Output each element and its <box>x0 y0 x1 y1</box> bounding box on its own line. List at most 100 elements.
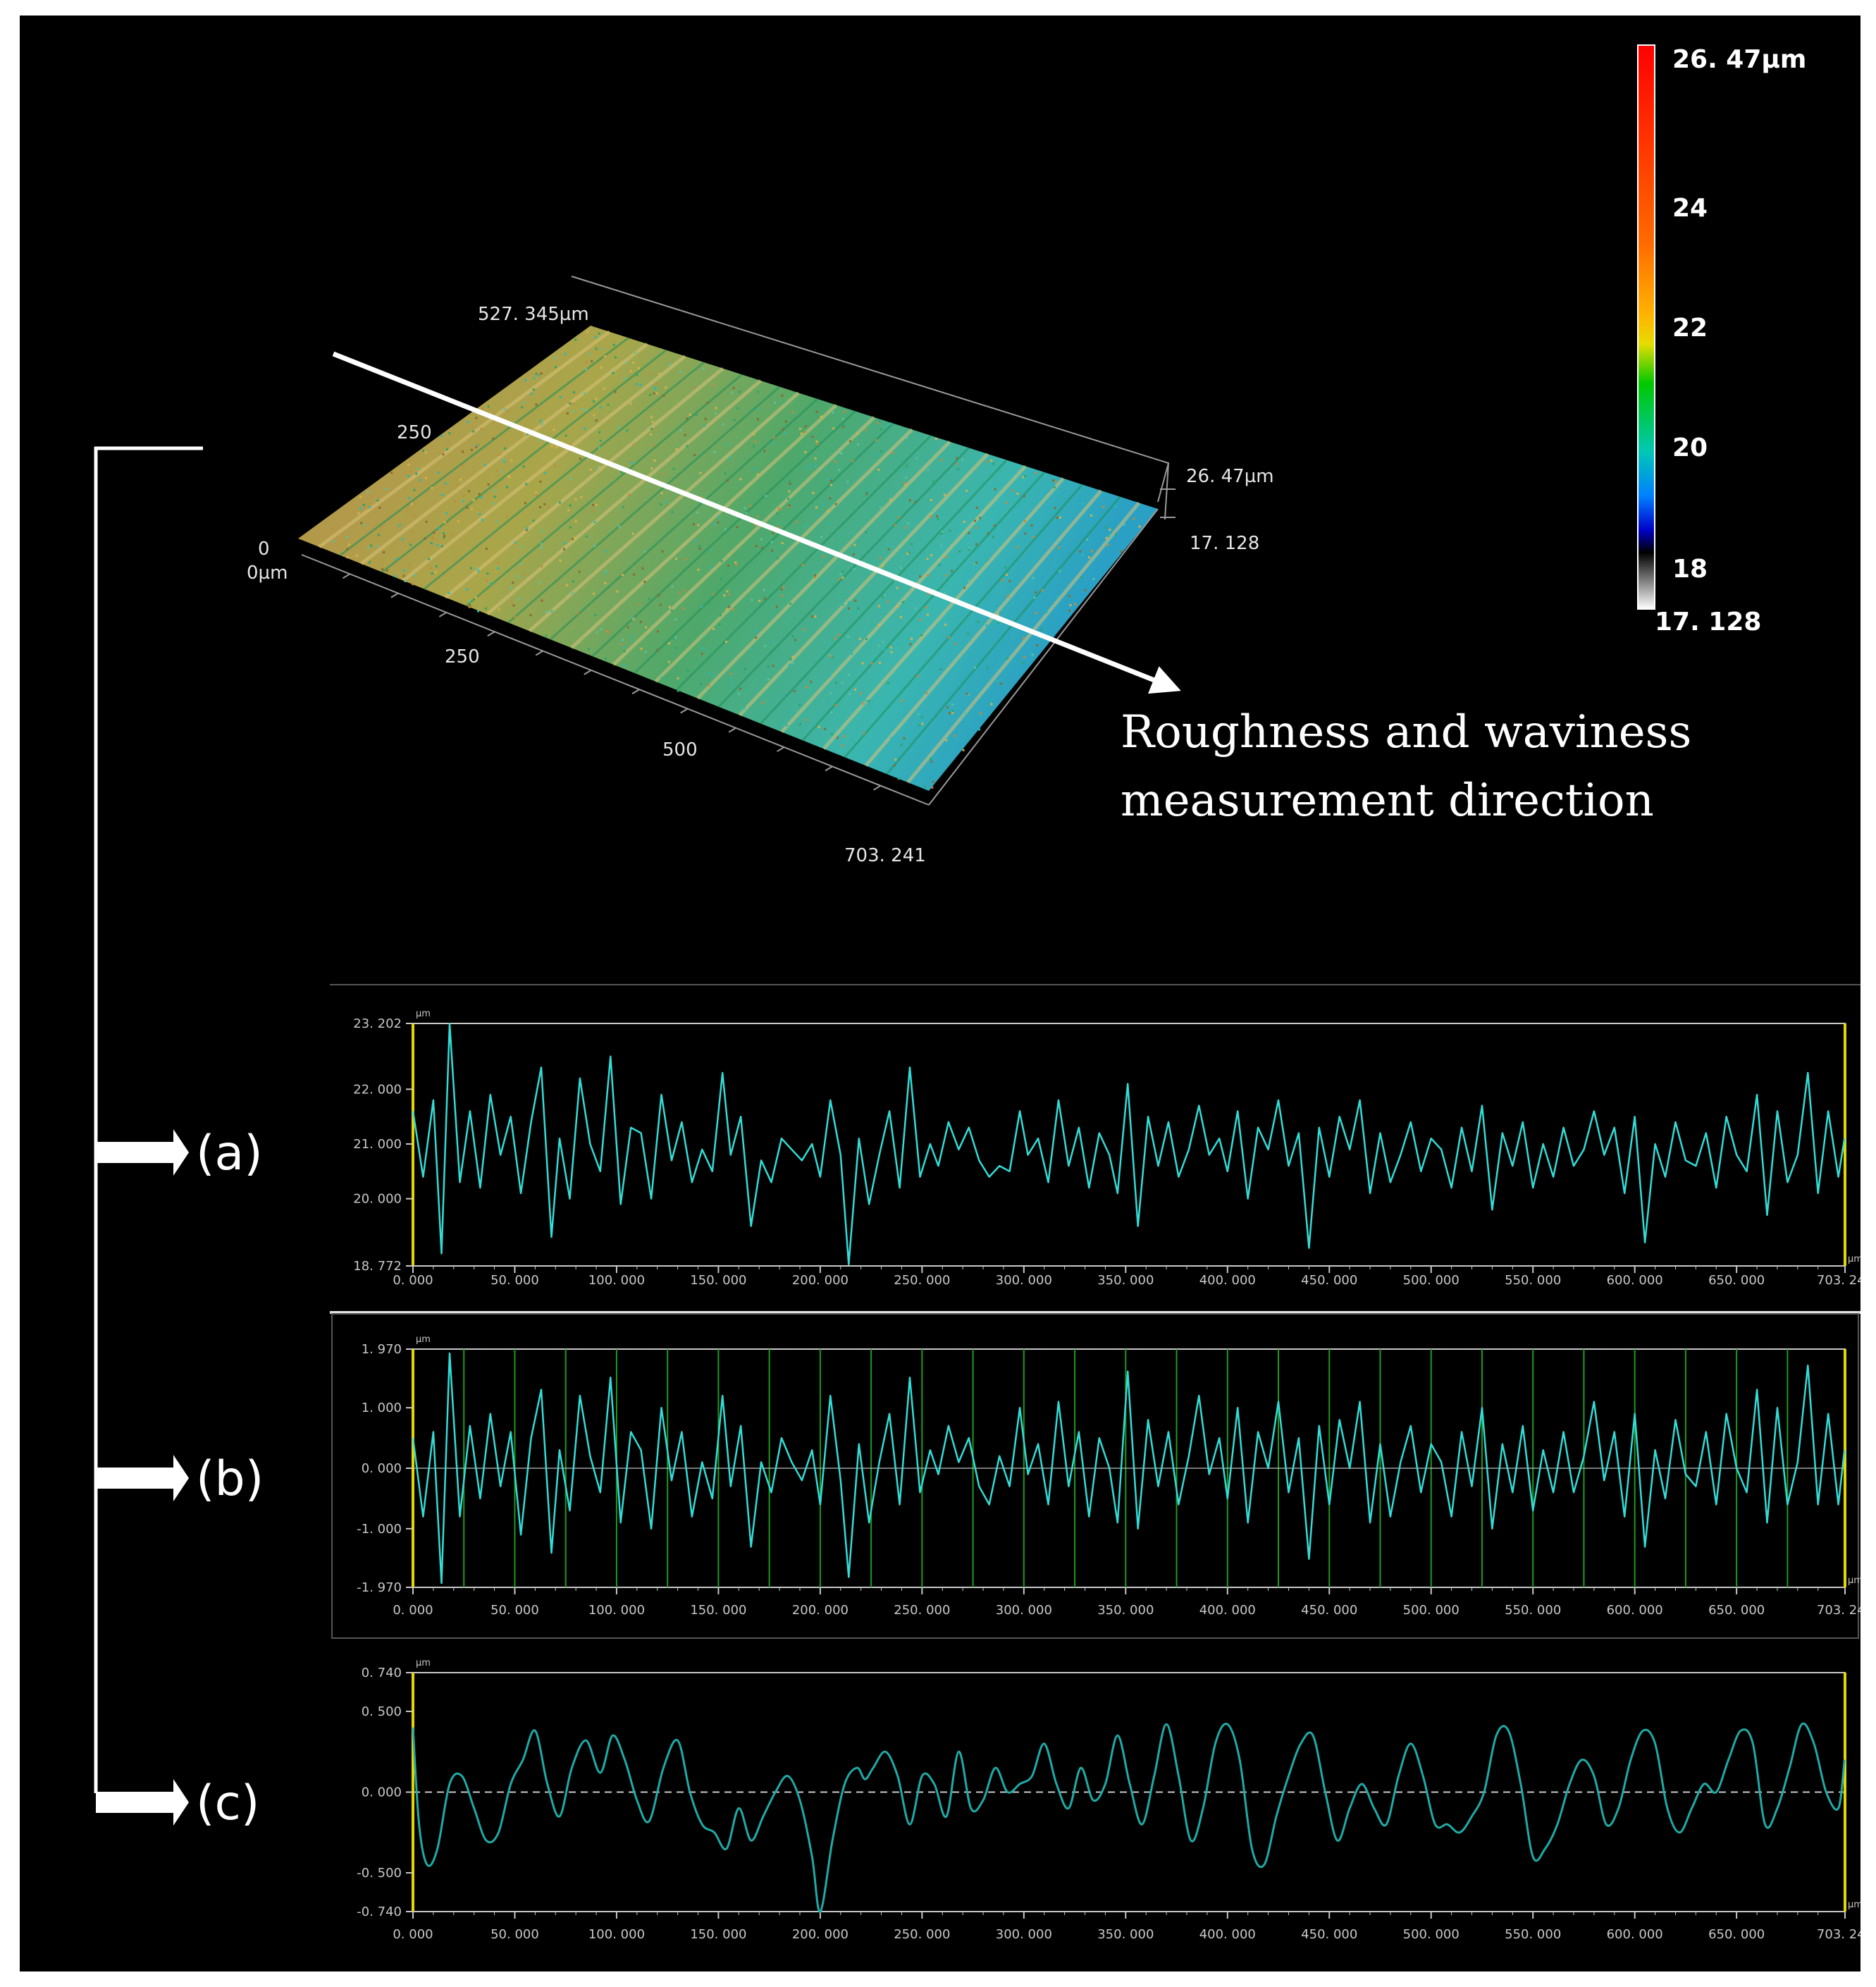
surface-speck <box>1040 628 1043 631</box>
surface-speck <box>497 561 500 564</box>
surface-speck <box>564 352 567 355</box>
surface-speck <box>413 488 416 491</box>
surface-speck <box>894 764 896 767</box>
surface-speck <box>589 468 592 471</box>
surface-speck <box>607 403 610 406</box>
surface-ridge <box>886 496 1121 775</box>
surface-speck <box>956 468 959 470</box>
surface-ridge <box>612 416 876 666</box>
surface-speck <box>332 540 335 543</box>
surface-speck <box>595 347 598 350</box>
surface-speck <box>505 515 508 518</box>
surface-speck <box>478 443 481 446</box>
y-tick-label: 527. 345µm <box>478 304 589 325</box>
surface-speck <box>1036 644 1039 647</box>
surface-speck <box>369 561 371 564</box>
surface-speck <box>887 548 890 550</box>
surface-speck <box>504 447 507 450</box>
surface-speck <box>478 493 481 496</box>
surface-speck <box>889 646 892 649</box>
surface-speck <box>743 507 746 510</box>
x-tick-label: 50. 000 <box>490 1927 539 1942</box>
surface-speck <box>584 427 586 430</box>
surface-speck <box>563 548 565 550</box>
surface-speck <box>1016 546 1019 548</box>
surface-speck <box>674 636 677 639</box>
x-tick-label: 0. 000 <box>393 1603 433 1618</box>
surface-speck <box>648 598 650 601</box>
surface-speck <box>348 543 350 546</box>
surface-speck <box>715 407 717 410</box>
surface-speck <box>697 524 700 527</box>
surface-speck <box>535 373 538 376</box>
surface-speck <box>1022 662 1025 665</box>
surface-speck <box>994 622 996 624</box>
surface-speck <box>443 532 445 535</box>
surface-speck <box>857 443 860 445</box>
surface-speck <box>841 426 844 428</box>
surface-speck <box>974 666 976 669</box>
surface-speck <box>945 555 948 558</box>
surface-speck <box>1092 578 1095 580</box>
surface-speck <box>604 572 607 574</box>
surface-speck <box>820 415 822 418</box>
surface-speck <box>475 445 478 448</box>
surface-speck <box>634 462 636 465</box>
x-axis-tick <box>390 592 399 598</box>
surface-speck <box>541 565 543 567</box>
x-tick-label: 500 <box>662 739 698 761</box>
surface-speck <box>367 546 370 549</box>
x-tick-label: 600. 000 <box>1607 1927 1663 1942</box>
surface-speck <box>948 636 950 639</box>
surface-speck <box>436 543 439 546</box>
surface-speck <box>732 684 734 687</box>
surface-speck <box>951 703 954 706</box>
x-axis-tick <box>777 746 785 752</box>
surface-speck <box>907 522 909 525</box>
surface-speck <box>594 336 597 338</box>
surface-speck <box>632 362 635 364</box>
surface-speck <box>472 430 475 433</box>
surface-speck <box>524 379 526 381</box>
surface-speck <box>718 623 721 626</box>
surface-speck <box>532 388 535 391</box>
x-tick-label: 100. 000 <box>588 1927 645 1942</box>
surface-speck <box>894 758 897 761</box>
surface-speck <box>431 572 433 574</box>
surface-speck <box>424 537 426 540</box>
surface-speck <box>404 579 407 582</box>
surface-speck <box>470 448 473 451</box>
surface-speck <box>540 372 543 375</box>
surface-speck <box>936 515 939 517</box>
surface-speck <box>829 497 832 500</box>
surface-speck <box>665 386 667 389</box>
surface-speck <box>684 433 686 436</box>
surface-speck <box>1102 505 1105 508</box>
surface-speck <box>809 464 812 467</box>
surface-speck <box>755 545 758 548</box>
surface-speck <box>730 391 733 394</box>
surface-speck <box>569 477 572 480</box>
surface-speck <box>564 434 567 437</box>
surface-speck <box>837 737 839 739</box>
surface-speck <box>891 452 894 455</box>
y-tick-label: -1. 000 <box>357 1522 402 1537</box>
surface-speck <box>1056 595 1059 598</box>
surface-speck <box>1006 595 1009 598</box>
surface-speck <box>660 491 663 494</box>
surface-speck <box>865 491 868 493</box>
surface-speck <box>535 403 538 406</box>
surface-speck <box>946 706 949 709</box>
surface-speck <box>496 567 499 570</box>
surface-speck <box>973 519 976 522</box>
surface-speck <box>1088 556 1091 559</box>
surface-speck <box>960 715 963 718</box>
surface-speck <box>756 418 759 421</box>
surface-speck <box>593 400 595 402</box>
surface-speck <box>500 470 503 473</box>
surface-speck <box>592 503 595 506</box>
surface-speck <box>369 505 371 508</box>
surface-speck <box>555 445 557 448</box>
surface-speck <box>538 374 540 377</box>
surface-ridge <box>486 379 763 616</box>
